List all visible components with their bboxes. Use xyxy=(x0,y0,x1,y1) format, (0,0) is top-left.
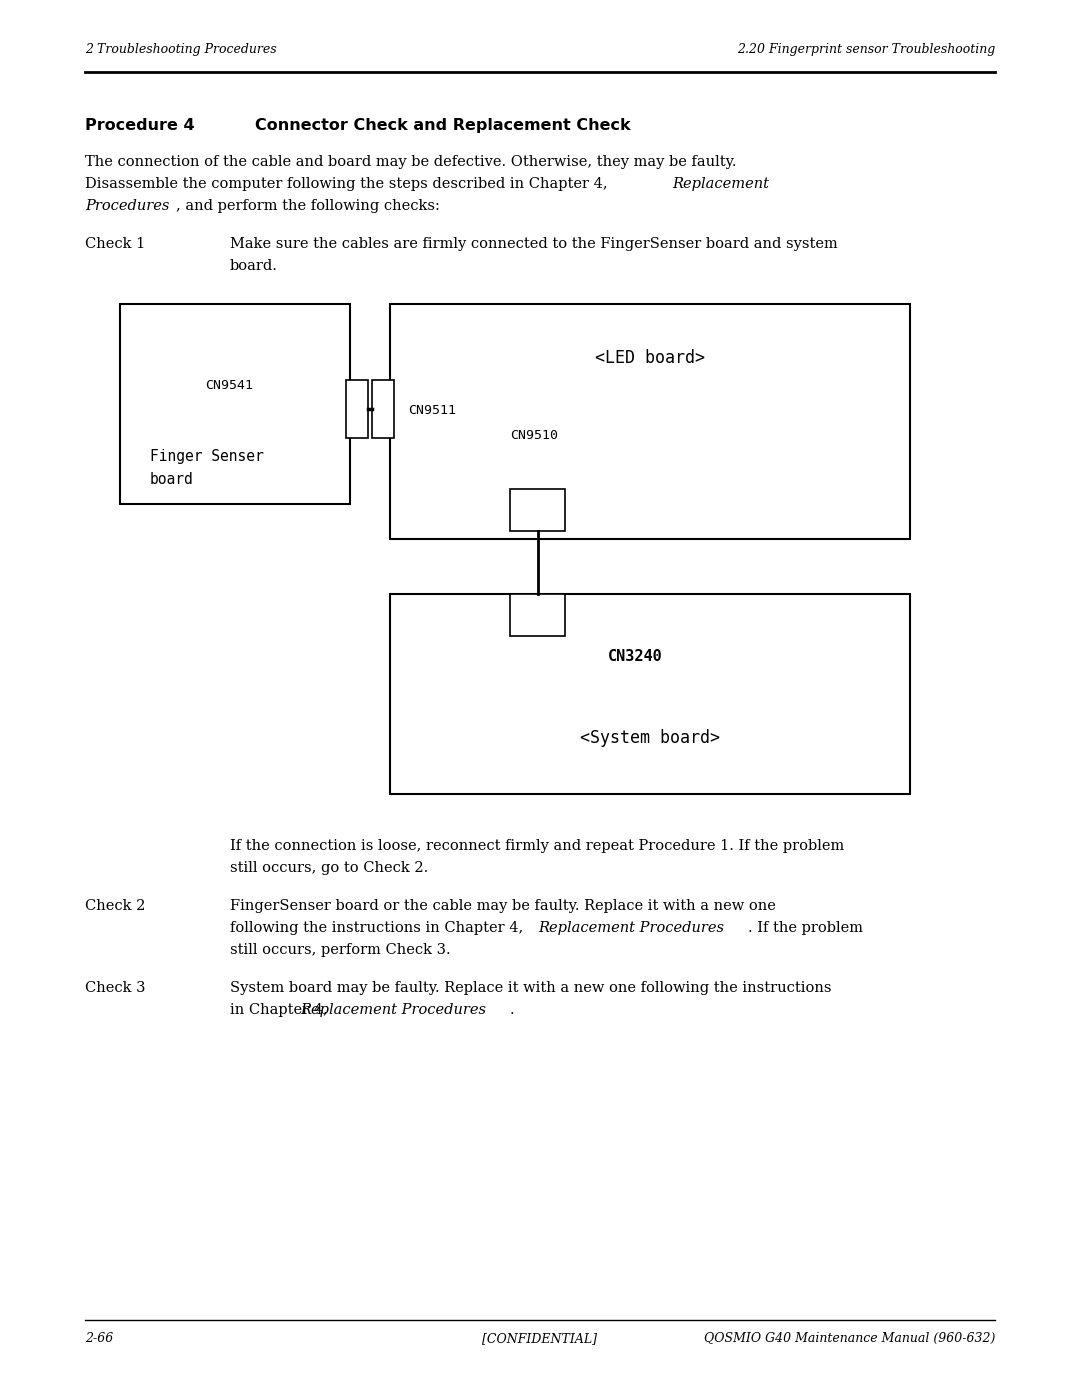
Text: 2-66: 2-66 xyxy=(85,1331,113,1345)
Text: Disassemble the computer following the steps described in Chapter 4,: Disassemble the computer following the s… xyxy=(85,177,612,191)
Text: Connector Check and Replacement Check: Connector Check and Replacement Check xyxy=(255,117,631,133)
Text: <System board>: <System board> xyxy=(580,729,720,747)
Text: . If the problem: . If the problem xyxy=(748,921,863,935)
Text: FingerSenser board or the cable may be faulty. Replace it with a new one: FingerSenser board or the cable may be f… xyxy=(230,900,775,914)
Text: Procedures: Procedures xyxy=(85,198,170,212)
Text: following the instructions in Chapter 4,: following the instructions in Chapter 4, xyxy=(230,921,528,935)
Text: Replacement: Replacement xyxy=(672,177,769,191)
Text: Procedure 4: Procedure 4 xyxy=(85,117,194,133)
Text: QOSMIO G40 Maintenance Manual (960-632): QOSMIO G40 Maintenance Manual (960-632) xyxy=(704,1331,995,1345)
Text: Check 1: Check 1 xyxy=(85,237,145,251)
Text: Make sure the cables are firmly connected to the FingerSenser board and system: Make sure the cables are firmly connecte… xyxy=(230,237,838,251)
Text: still occurs, perform Check 3.: still occurs, perform Check 3. xyxy=(230,943,450,957)
Bar xyxy=(510,594,565,636)
Text: 2 Troubleshooting Procedures: 2 Troubleshooting Procedures xyxy=(85,43,276,56)
Text: CN3240: CN3240 xyxy=(608,650,662,664)
Text: Replacement Procedures: Replacement Procedures xyxy=(538,921,724,935)
Bar xyxy=(372,380,394,439)
Text: in Chapter 4,: in Chapter 4, xyxy=(230,1003,333,1017)
Text: still occurs, go to Check 2.: still occurs, go to Check 2. xyxy=(230,861,429,875)
Text: board: board xyxy=(150,472,193,488)
Bar xyxy=(510,489,565,531)
Text: , and perform the following checks:: , and perform the following checks: xyxy=(176,198,440,212)
Text: CN9510: CN9510 xyxy=(510,429,558,441)
Text: The connection of the cable and board may be defective. Otherwise, they may be f: The connection of the cable and board ma… xyxy=(85,155,737,169)
Text: Check 2: Check 2 xyxy=(85,900,146,914)
Bar xyxy=(346,380,368,439)
Text: CN9541: CN9541 xyxy=(205,379,254,393)
Text: CN9511: CN9511 xyxy=(408,404,456,416)
Text: If the connection is loose, reconnect firmly and repeat Procedure 1. If the prob: If the connection is loose, reconnect fi… xyxy=(230,840,845,854)
Text: board.: board. xyxy=(230,258,278,272)
Bar xyxy=(390,305,910,539)
Text: System board may be faulty. Replace it with a new one following the instructions: System board may be faulty. Replace it w… xyxy=(230,981,832,995)
Bar xyxy=(390,594,910,793)
Text: Finger Senser: Finger Senser xyxy=(150,448,264,464)
Text: <LED board>: <LED board> xyxy=(595,349,705,367)
Text: .: . xyxy=(510,1003,515,1017)
Text: 2.20 Fingerprint sensor Troubleshooting: 2.20 Fingerprint sensor Troubleshooting xyxy=(737,43,995,56)
Text: Check 3: Check 3 xyxy=(85,981,146,995)
Text: [CONFIDENTIAL]: [CONFIDENTIAL] xyxy=(483,1331,597,1345)
Text: Replacement Procedures: Replacement Procedures xyxy=(300,1003,486,1017)
Bar xyxy=(120,305,350,504)
